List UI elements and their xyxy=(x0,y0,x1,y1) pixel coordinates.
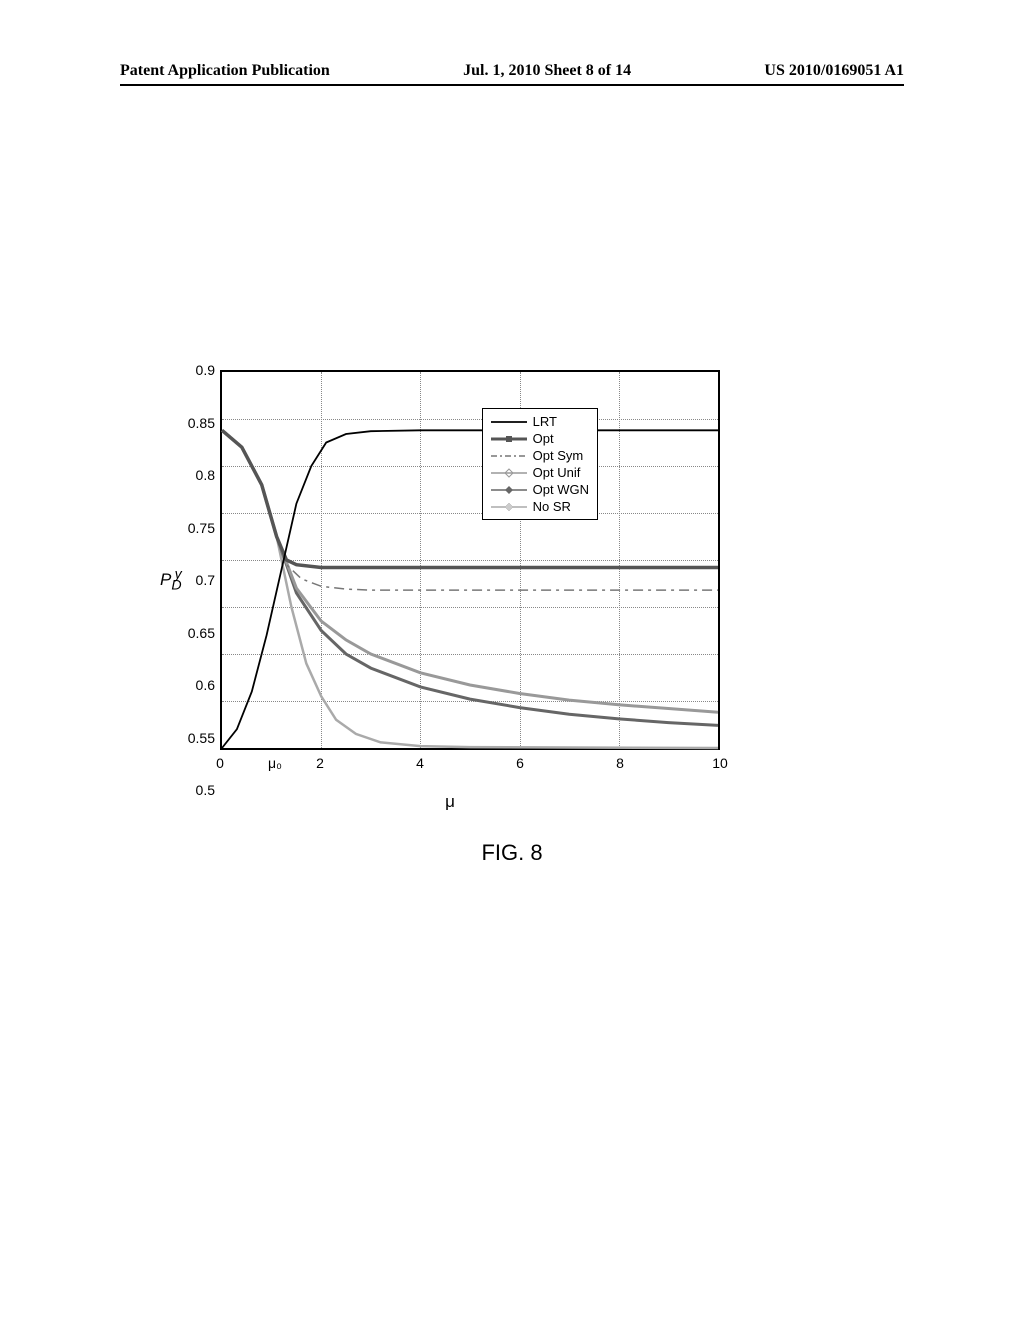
legend-label: Opt Unif xyxy=(533,465,581,480)
legend-sample-optsym xyxy=(491,449,527,463)
mu0-label: μ₀ xyxy=(268,755,282,771)
xtick: 4 xyxy=(416,755,424,771)
header-rule xyxy=(120,84,904,86)
xtick: 8 xyxy=(616,755,624,771)
legend-label: No SR xyxy=(533,499,571,514)
legend-sample-optwgn xyxy=(491,483,527,497)
legend-label: LRT xyxy=(533,414,557,429)
y-axis-label: PDy xyxy=(160,566,189,593)
header-right: US 2010/0169051 A1 xyxy=(764,62,904,80)
legend-row: Opt Unif xyxy=(491,464,589,481)
header-center: Jul. 1, 2010 Sheet 8 of 14 xyxy=(463,62,631,80)
legend-row: Opt Sym xyxy=(491,447,589,464)
legend-row: Opt xyxy=(491,430,589,447)
legend-row: LRT xyxy=(491,413,589,430)
xtick: 6 xyxy=(516,755,524,771)
header-left: Patent Application Publication xyxy=(120,62,330,80)
figure-caption: FIG. 8 xyxy=(0,840,1024,866)
ytick: 0.9 xyxy=(196,362,215,378)
legend: LRT Opt Opt Sym Opt Unif Opt WGN No SR xyxy=(482,408,598,520)
chart: PDy LRT Opt Opt Sym xyxy=(170,370,730,790)
legend-label: Opt xyxy=(533,431,554,446)
ytick: 0.55 xyxy=(188,730,215,746)
legend-row: No SR xyxy=(491,498,589,515)
ytick: 0.8 xyxy=(196,467,215,483)
x-axis-label: μ xyxy=(445,792,455,812)
legend-sample-optunif xyxy=(491,466,527,480)
legend-label: Opt WGN xyxy=(533,482,589,497)
ytick: 0.85 xyxy=(188,415,215,431)
legend-sample-opt xyxy=(491,432,527,446)
xtick: 10 xyxy=(712,755,728,771)
legend-sample-lrt xyxy=(491,415,527,429)
legend-label: Opt Sym xyxy=(533,448,584,463)
xtick: 0 xyxy=(216,755,224,771)
series-svg xyxy=(222,372,718,748)
ytick: 0.6 xyxy=(196,677,215,693)
ytick: 0.75 xyxy=(188,520,215,536)
legend-sample-nosr xyxy=(491,500,527,514)
legend-row: Opt WGN xyxy=(491,481,589,498)
header: Patent Application Publication Jul. 1, 2… xyxy=(0,62,1024,80)
plot-area: LRT Opt Opt Sym Opt Unif Opt WGN No SR xyxy=(220,370,720,750)
xtick: 2 xyxy=(316,755,324,771)
ytick: 0.7 xyxy=(196,572,215,588)
ytick: 0.5 xyxy=(196,782,215,798)
ytick: 0.65 xyxy=(188,625,215,641)
